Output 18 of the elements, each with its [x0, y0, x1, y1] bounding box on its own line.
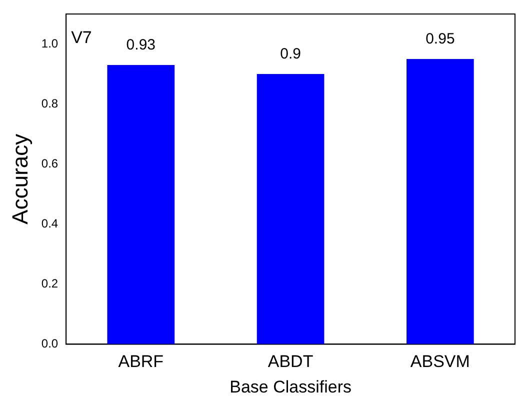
y-axis-title: Accuracy — [7, 134, 32, 224]
x-tick-label: ABSVM — [410, 352, 470, 372]
data-label: 0.95 — [426, 30, 455, 48]
y-tick-label: 0.8 — [41, 96, 58, 110]
y-tick-label: 0.0 — [41, 336, 58, 351]
y-tick-label: 0.4 — [41, 216, 58, 230]
x-tick-label: ABDT — [268, 352, 314, 372]
data-label: 0.93 — [126, 36, 156, 54]
x-axis-title: Base Classifiers — [230, 377, 352, 396]
data-label: 0.9 — [280, 46, 301, 63]
bar — [256, 74, 324, 344]
x-tick-label: ABRF — [118, 352, 164, 372]
y-tick-label: 0.6 — [41, 156, 58, 170]
y-tick-label: 0.2 — [41, 276, 58, 290]
bar — [406, 59, 474, 344]
annotation: V7 — [71, 28, 92, 48]
bar — [107, 65, 175, 344]
y-tick-label: 1.0 — [41, 36, 58, 50]
